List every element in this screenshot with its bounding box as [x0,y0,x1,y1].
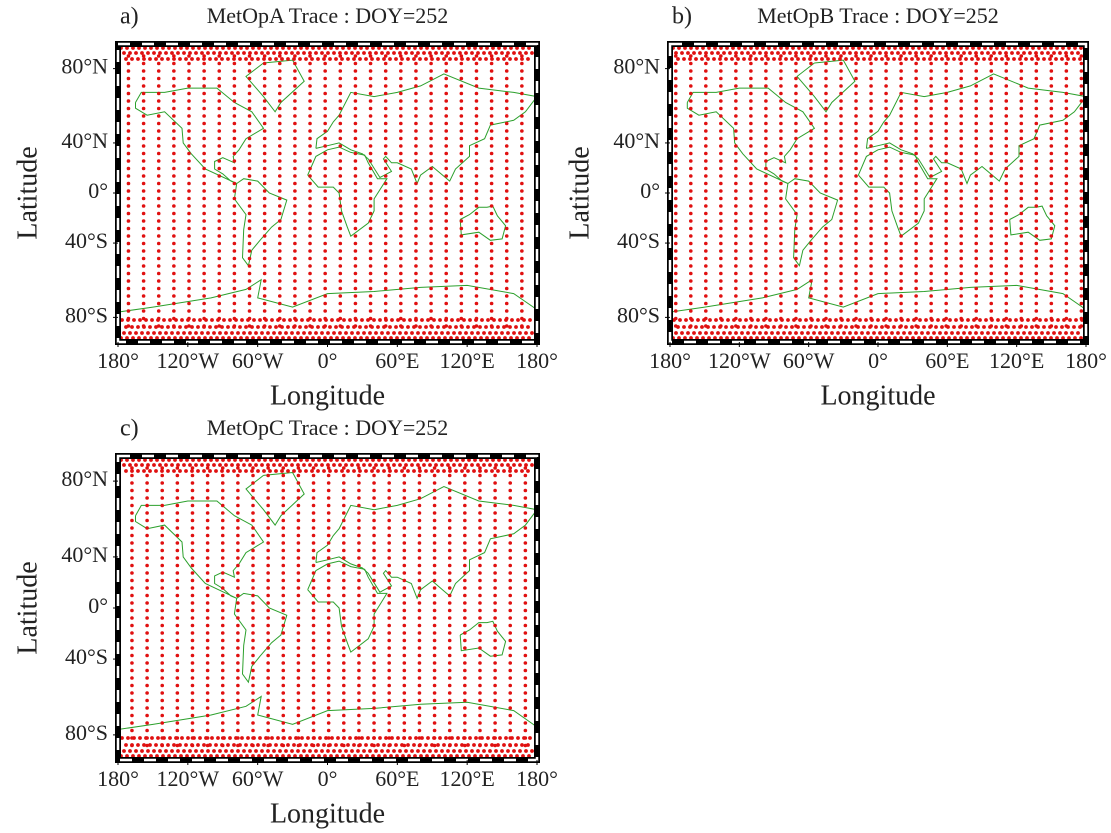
x-tick-label: 120°E [440,766,495,791]
x-tick-label: 120°E [440,348,495,373]
coastline [315,73,538,185]
coastline [459,205,507,241]
x-tick-label: 120°W [157,766,220,791]
x-tick-label: 120°W [157,348,220,373]
map-panel: b) MetOpB Trace : DOY=252 Longitude Latitud… [564,3,1106,411]
x-tick-label: 0° [868,348,888,373]
coastline [796,59,856,113]
x-tick-label: 120°E [989,348,1044,373]
x-tick-label: 180° [516,348,558,373]
x-tick-label: 60°W [232,766,284,791]
x-tick-label: 120°W [708,348,771,373]
coastline [686,87,816,184]
panel-label: c) [120,416,139,442]
panel-label: a) [120,4,139,30]
y-tick-label: 40°N [61,128,108,153]
coastline [117,695,538,730]
y-tick-label: 40°N [61,542,108,567]
coastline [117,278,538,313]
y-tick-label: 80°N [613,54,660,79]
y-tick-label: 80°S [65,302,108,327]
coastline [233,178,288,267]
x-tick-label: 180° [97,348,139,373]
coastline [669,278,1087,313]
x-tick-label: 60°W [783,348,835,373]
x-tick-label: 180° [1065,348,1107,373]
coastline [135,87,265,184]
x-tick-label: 60°E [375,348,419,373]
y-tick-label: 80°N [61,466,108,491]
y-tick-label: 0° [640,178,660,203]
y-axis-label: Latitude [12,561,43,654]
y-tick-label: 80°S [65,720,108,745]
x-tick-label: 180° [649,348,691,373]
y-tick-label: 40°S [617,228,660,253]
y-tick-label: 40°N [613,128,660,153]
coastline [307,146,388,237]
coastline [245,471,305,526]
coastline [1009,205,1056,241]
y-tick-label: 80°N [61,54,108,79]
panel-label: b) [672,4,692,30]
map-frame [115,41,540,345]
x-tick-label: 60°E [375,766,419,791]
y-tick-label: 0° [88,593,108,618]
map-panel: c) MetOpC Trace : DOY=252 Longitude Latitud… [12,415,557,829]
coastline [857,146,938,237]
chart-title: MetOpC Trace : DOY=252 [207,415,449,440]
x-axis-label: Longitude [270,798,385,829]
x-tick-label: 180° [97,766,139,791]
y-axis-label: Latitude [564,146,595,239]
map-frame [667,41,1089,345]
y-axis-label: Latitude [12,146,43,239]
coastline [315,485,538,600]
coastline [307,560,388,653]
map-panel: a) MetOpA Trace : DOY=252 Longitude Latitud… [12,3,557,411]
y-tick-label: 0° [88,178,108,203]
map-frame-pattern [668,42,1088,344]
y-tick-label: 40°S [65,228,108,253]
x-tick-label: 60°E [925,348,969,373]
x-tick-label: 0° [318,766,338,791]
x-axis-label: Longitude [270,380,385,411]
coastline [459,620,507,657]
chart-title: MetOpA Trace : DOY=252 [207,3,449,28]
y-tick-label: 40°S [65,644,108,669]
chart-title: MetOpB Trace : DOY=252 [757,3,999,28]
x-axis-label: Longitude [820,380,935,411]
y-tick-label: 80°S [617,302,660,327]
x-tick-label: 0° [318,348,338,373]
x-tick-label: 60°W [232,348,284,373]
coastline [233,592,288,684]
x-tick-label: 180° [516,766,558,791]
coastline [135,500,265,599]
map-frame-pattern [116,42,539,344]
